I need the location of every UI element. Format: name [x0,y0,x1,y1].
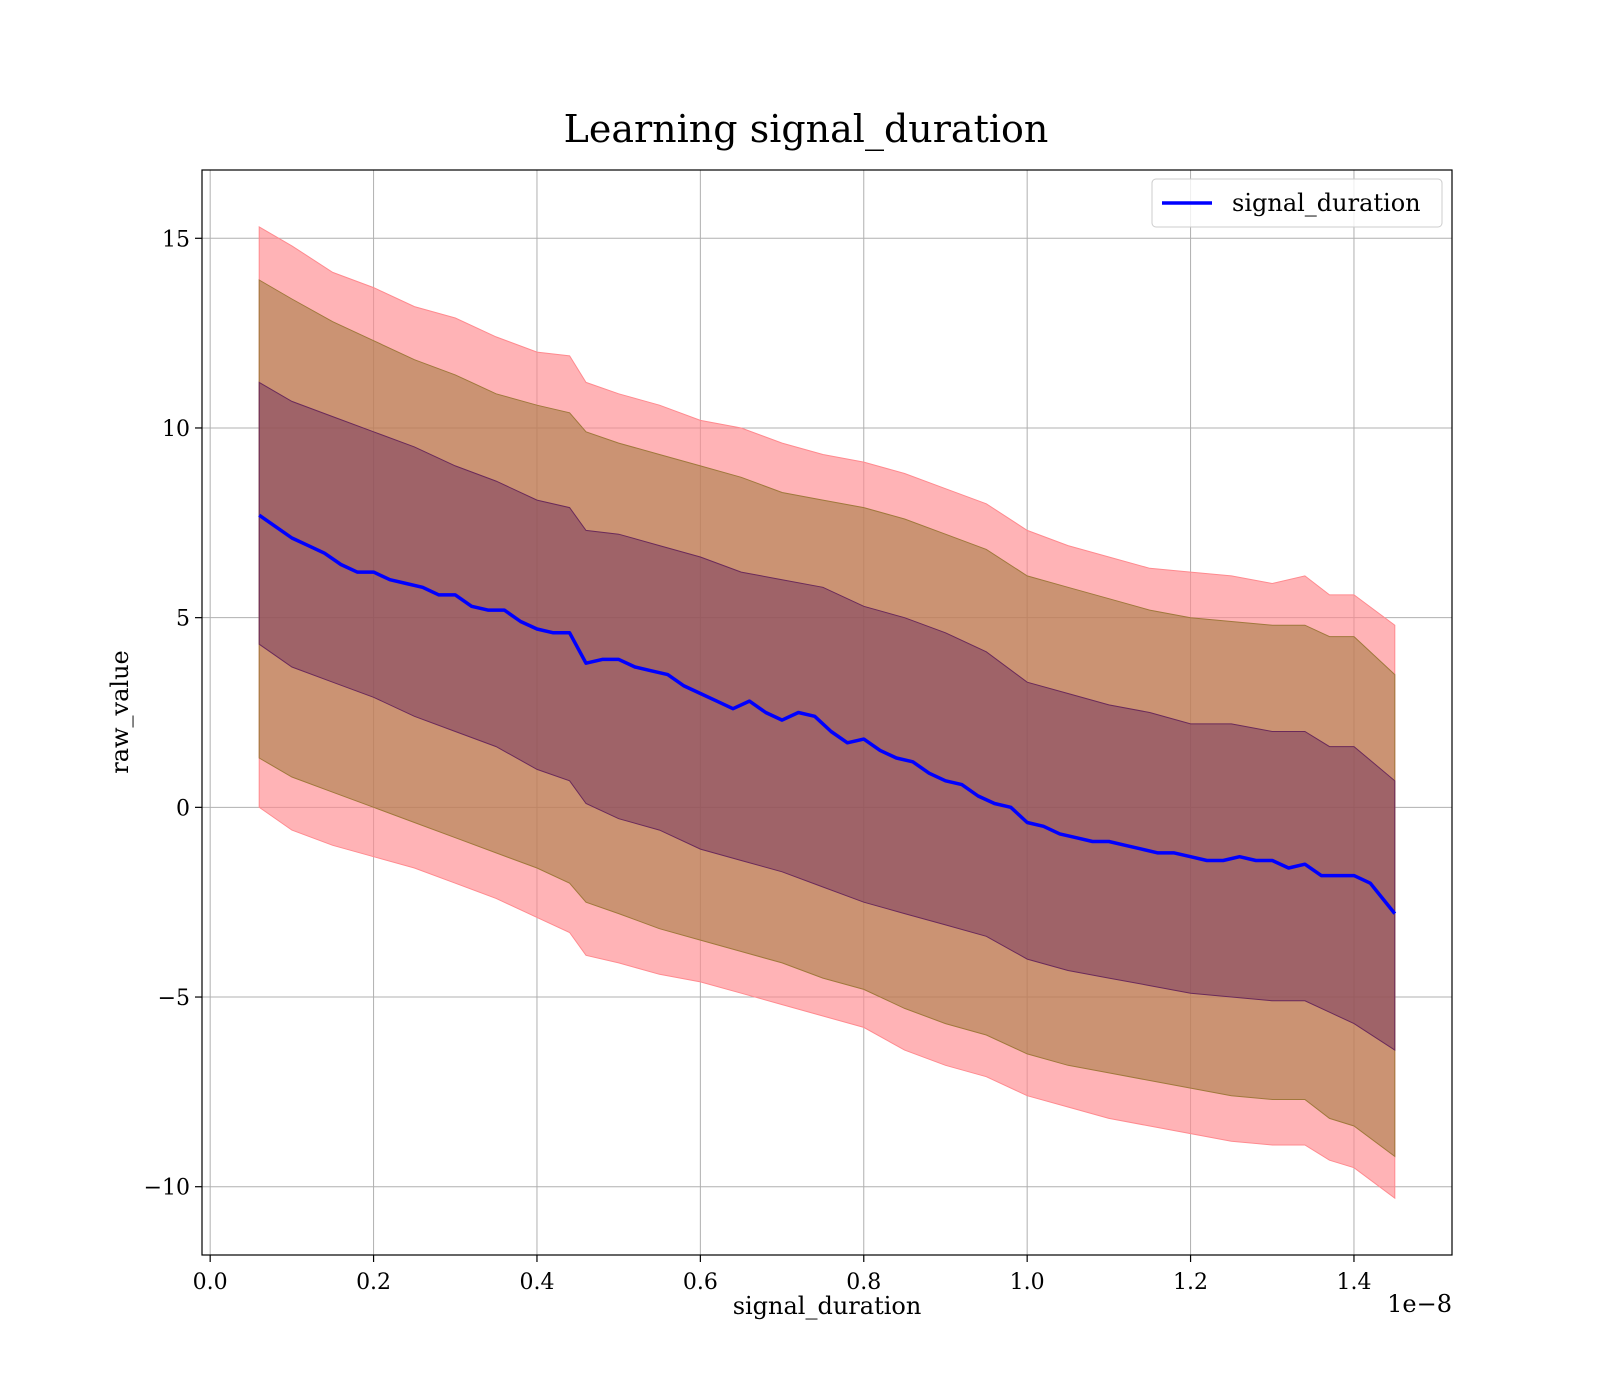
y-tick-label: 10 [162,417,190,442]
x-tick-label: 0.6 [683,1270,718,1295]
bands [258,226,1396,1200]
x-tick-label: 0.0 [193,1270,228,1295]
x-tick-label: 0.8 [846,1270,881,1295]
y-tick-label: 15 [162,227,190,252]
band-middle [258,279,1396,1158]
plot-frame [201,169,1453,1256]
x-tick-label: 0.2 [356,1270,391,1295]
y-axis-label: raw_value [106,650,134,774]
x-tick-label: 1.4 [1336,1270,1371,1295]
series-line-signal-duration [258,513,1397,915]
y-tick-label: 0 [176,796,190,821]
x-ticks: 0.0 0.2 0.4 0.6 0.8 1.0 1.2 1.4 [193,1255,1371,1295]
legend-box [1151,178,1443,228]
x-axis-offset-text: 1e−8 [1387,1290,1452,1318]
x-axis-label: signal_duration [733,1292,922,1320]
band-inner [258,381,1396,1052]
legend-label: signal_duration [1232,189,1421,217]
x-tick-label: 1.2 [1173,1270,1208,1295]
legend: signal_duration [1151,178,1443,228]
y-ticks: −10 −5 0 5 10 15 [144,227,202,1201]
x-tick-label: 1.0 [1010,1270,1045,1295]
y-tick-label: −10 [144,1176,190,1201]
y-tick-label: 5 [176,607,190,632]
chart-title: Learning signal_duration [564,107,1049,152]
y-tick-label: −5 [158,986,190,1011]
x-tick-label: 0.4 [519,1270,554,1295]
